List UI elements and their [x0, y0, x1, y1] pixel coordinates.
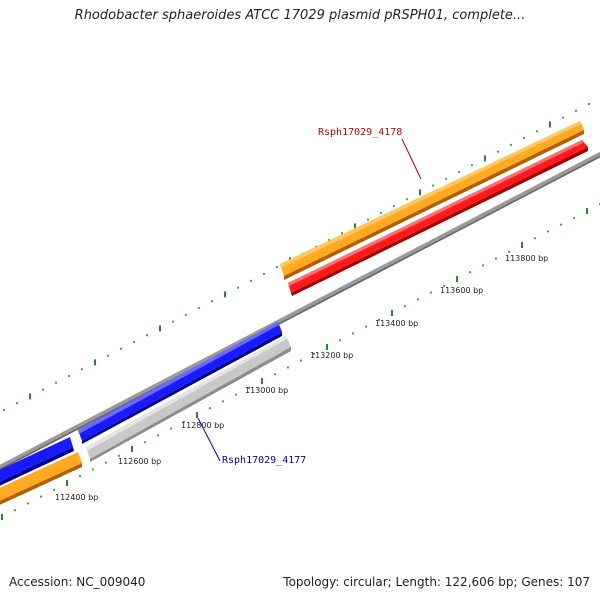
scale-label: 113800 bp: [505, 254, 548, 263]
plasmid-backbone: [0, 151, 600, 471]
gene-rsph17029-4177-callout-line: [197, 417, 221, 462]
gene-rsph17029-4178-callout-line: [401, 138, 422, 180]
scale-label: 112800 bp: [181, 421, 224, 430]
map-summary-text: Topology: circular; Length: 122,606 bp; …: [283, 575, 590, 589]
scale-labels: 112400 bp 112600 bp 112800 bp 113000 bp …: [55, 254, 548, 502]
gene-rsph17029-4177[interactable]: [0, 322, 282, 488]
gene-rsph17029-4178[interactable]: [288, 140, 588, 296]
scale-label: 113600 bp: [440, 286, 483, 295]
gene-rsph17029-4178-cds-track[interactable]: [280, 121, 584, 280]
scale-label: 113200 bp: [310, 351, 353, 360]
scale-label: 112400 bp: [55, 493, 98, 502]
gene-label-rsph17029-4177[interactable]: Rsph17029_4177: [222, 455, 306, 466]
gene-label-rsph17029-4178[interactable]: Rsph17029_4178: [318, 127, 402, 138]
accession-text: Accession: NC_009040: [9, 575, 146, 589]
scale-label: 112600 bp: [118, 457, 161, 466]
inner-tick-marks: [1, 203, 600, 520]
scale-label: 113400 bp: [375, 319, 418, 328]
scale-label: 113000 bp: [245, 386, 288, 395]
gene-rsph17029-4177-cds-track[interactable]: [0, 336, 291, 507]
map-title: Rhodobacter sphaeroides ATCC 17029 plasm…: [74, 8, 526, 23]
